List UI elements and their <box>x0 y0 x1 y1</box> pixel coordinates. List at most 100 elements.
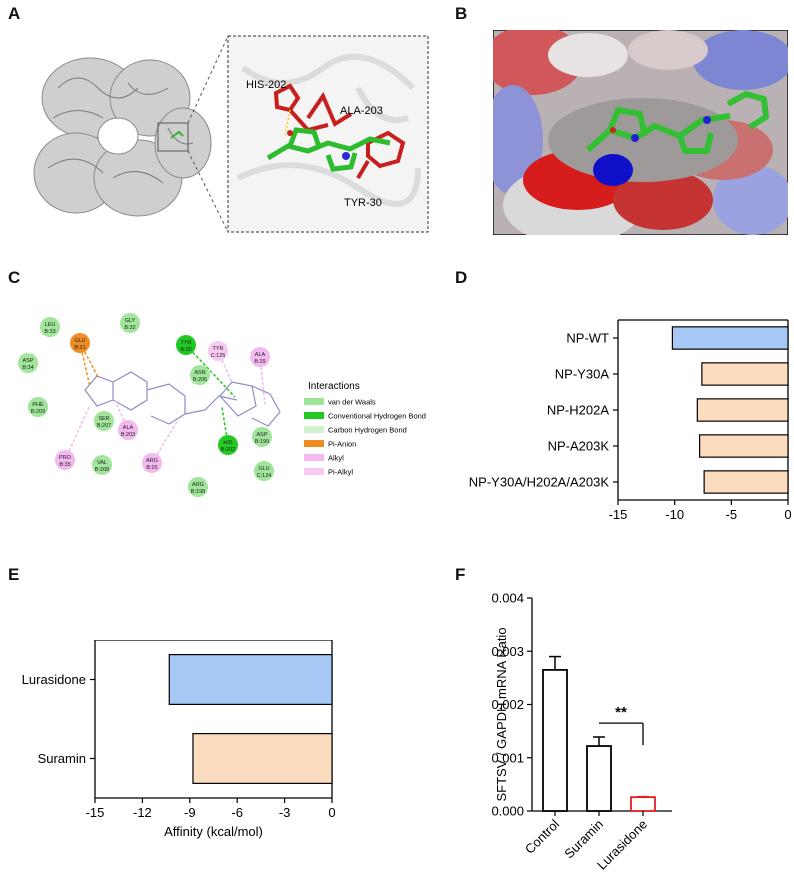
legend-swatch <box>304 398 324 405</box>
x-tick-label: -12 <box>133 805 152 820</box>
chart-d: NP-WT NP-Y30A NP-H202A NP-A203K NP-Y30A/H202… <box>440 300 794 525</box>
residue-name: ASP <box>22 358 33 364</box>
residue-label-tyr: TYR-30 <box>344 197 382 209</box>
residue-name: ALA <box>255 352 266 358</box>
residue-id: B:26 <box>146 465 157 471</box>
legend-swatch <box>304 468 324 475</box>
ligand-bond <box>84 375 114 407</box>
ligand-bond <box>219 381 257 417</box>
residue-id: B:208 <box>95 467 109 473</box>
panel-label-a: A <box>8 4 21 23</box>
residue-label-ala: ALA-203 <box>340 105 383 117</box>
residue-name: ARG <box>192 482 204 488</box>
residue-name: TYR <box>181 340 192 346</box>
x-tick-label: -6 <box>231 805 243 820</box>
residue-circle <box>92 455 112 475</box>
bar <box>701 362 789 386</box>
x-axis-label: Affinity (kcal/mol) <box>164 824 263 839</box>
legend-label: Carbon Hydrogen Bond <box>328 426 407 435</box>
residue-name: VAL <box>97 460 107 466</box>
legend-swatch <box>304 426 324 433</box>
residue-id: B:30 <box>180 347 191 353</box>
x-tick-label: -10 <box>665 507 684 522</box>
category-label: NP-WT <box>566 331 609 346</box>
y-tick-label: 0.004 <box>491 591 524 606</box>
category-label: NP-Y30A/H202A/A203K <box>469 475 610 490</box>
y-tick-label: 0.002 <box>491 697 524 712</box>
residue-circle <box>252 427 272 447</box>
residue-circle <box>70 333 90 353</box>
residue-name: GLU <box>74 338 85 344</box>
category-label: Control <box>522 816 562 856</box>
panel-c-interaction-diagram: LEU B:33 GLY B:32 GLU B:31 ASP B:34 PHE B:209 SER B… <box>10 295 450 525</box>
residue-id: B:31 <box>74 345 85 351</box>
residue-circle <box>120 313 140 333</box>
residue-name: ARG <box>146 458 158 464</box>
residue-circle <box>176 335 196 355</box>
residue-id: B:29 <box>254 359 265 365</box>
ligand-bond <box>251 385 281 427</box>
residue-name: ALA <box>123 425 134 431</box>
y-tick-label: 0.001 <box>491 750 524 765</box>
bar <box>671 326 789 350</box>
residue-name: GLU <box>258 466 269 472</box>
residue-name: ASN <box>194 370 205 376</box>
residue-circle <box>254 461 274 481</box>
legend-label: Pi-Anion <box>328 440 356 449</box>
x-tick-label: -15 <box>86 805 105 820</box>
panel-a-structure: HIS-202 ALA-203 TYR-30 <box>28 28 438 238</box>
legend-label: Conventional Hydrogen Bond <box>328 412 426 421</box>
bar <box>703 470 789 494</box>
residue-circle <box>40 317 60 337</box>
residue-name: GLY <box>125 318 136 324</box>
category-label: NP-Y30A <box>555 367 610 382</box>
residue-id: B:33 <box>44 329 55 335</box>
bar <box>192 733 333 784</box>
chart-e: Lurasidone Suramin -15 -12 -9 -6 -3 0 Affinity (… <box>0 640 350 860</box>
residue-circle <box>94 411 114 431</box>
residue-id: C:124 <box>257 473 272 479</box>
residue-id: B:198 <box>191 489 205 495</box>
ligand-bond <box>146 383 186 425</box>
category-label: Lurasidone <box>22 672 86 687</box>
bar <box>542 668 568 812</box>
residue-id: B:202 <box>221 447 235 453</box>
ligand-bond <box>112 371 148 411</box>
ligand-bond <box>184 395 238 415</box>
residue-circle <box>142 453 162 473</box>
residue-name: PRO <box>59 455 72 461</box>
residue-id: C:125 <box>211 353 226 359</box>
interaction-line <box>64 404 91 461</box>
legend-label: Pi-Alkyl <box>328 468 353 477</box>
residue-name: LEU <box>45 322 56 328</box>
panel-label-d: D <box>455 268 468 287</box>
category-label: Suramin <box>38 751 86 766</box>
bar <box>696 398 789 422</box>
interaction-diagram-svg: LEUB:33GLYB:32GLUB:31ASPB:34PHEB:209SERB… <box>18 313 426 497</box>
x-tick-label: -15 <box>609 507 628 522</box>
x-tick-label: 0 <box>784 507 791 522</box>
residue-id: B:199 <box>255 439 269 445</box>
residue-circle <box>218 435 238 455</box>
residue-id: B:203 <box>121 432 135 438</box>
electrostatic-surface-image <box>493 30 788 235</box>
residue-name: SER <box>98 416 109 422</box>
legend-swatch <box>304 440 324 447</box>
x-tick-label: -9 <box>184 805 196 820</box>
bar <box>699 434 789 458</box>
panel-label-f: F <box>455 565 466 584</box>
panel-label-c: C <box>8 268 21 287</box>
x-tick-label: -3 <box>279 805 291 820</box>
residue-name: TYR <box>213 346 224 352</box>
